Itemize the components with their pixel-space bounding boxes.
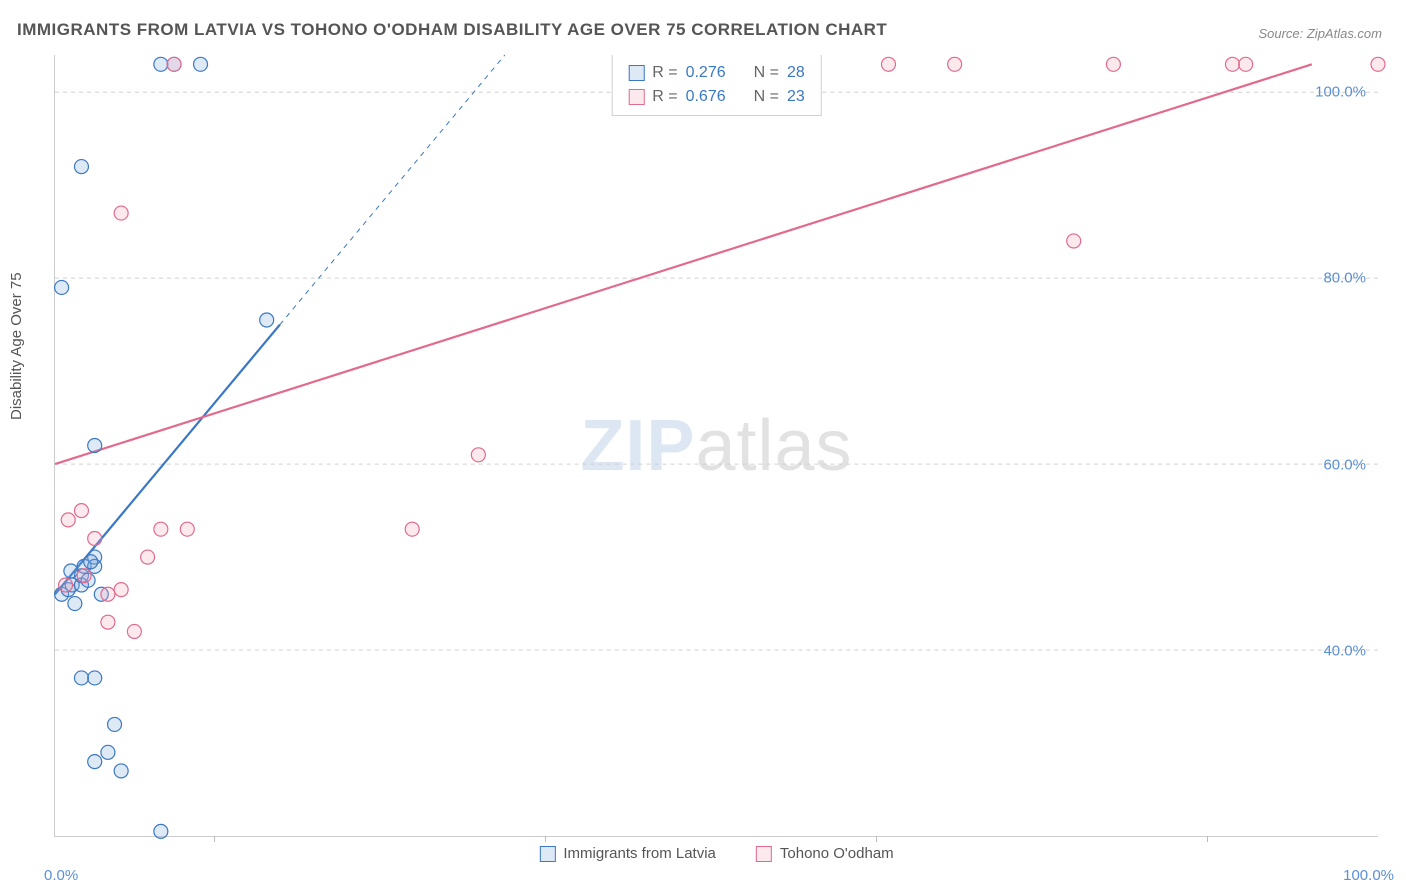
x-tick [545, 836, 546, 842]
legend-n-value: 28 [787, 64, 805, 82]
legend-r-label: R = [652, 88, 677, 106]
legend-stats-row-tohono: R = 0.676 N = 23 [628, 85, 805, 109]
data-point-latvia [88, 439, 102, 453]
x-axis-label-max: 100.0% [1343, 867, 1394, 884]
trend-line-tohono [55, 64, 1312, 464]
legend-series-label: Tohono O'odham [780, 845, 894, 862]
y-tick-label: 100.0% [1315, 84, 1366, 101]
legend-swatch [539, 846, 555, 862]
legend-n-label: N = [754, 88, 779, 106]
x-tick [1207, 836, 1208, 842]
data-point-latvia [88, 755, 102, 769]
data-point-tohono [167, 57, 181, 71]
legend-stats-row-latvia: R = 0.276 N = 28 [628, 61, 805, 85]
legend-r-value: 0.276 [686, 64, 726, 82]
data-point-tohono [154, 522, 168, 536]
data-point-latvia [194, 57, 208, 71]
data-point-tohono [59, 578, 73, 592]
plot-area: ZIPatlas R =0.276N =28R =0.676N =23 Immi… [54, 55, 1378, 837]
data-point-latvia [64, 564, 78, 578]
data-point-latvia [74, 671, 88, 685]
data-point-latvia [101, 745, 115, 759]
data-point-latvia [260, 313, 274, 327]
x-axis-label-min: 0.0% [44, 867, 78, 884]
data-point-tohono [141, 550, 155, 564]
data-point-latvia [88, 671, 102, 685]
data-point-tohono [1106, 57, 1120, 71]
legend-swatch [628, 65, 644, 81]
y-tick-label: 60.0% [1323, 456, 1366, 473]
legend-swatch [756, 846, 772, 862]
data-point-tohono [74, 504, 88, 518]
data-point-tohono [405, 522, 419, 536]
source-name: ZipAtlas.com [1307, 26, 1382, 41]
legend-stats: R = 0.276 N = 28 R = 0.676 N = 23 [611, 55, 822, 116]
legend-series: Immigrants from Latvia Tohono O'odham [539, 845, 893, 862]
data-point-tohono [114, 583, 128, 597]
trend-line-dashed-latvia [280, 55, 505, 325]
data-point-tohono [1239, 57, 1253, 71]
data-point-tohono [471, 448, 485, 462]
data-point-tohono [61, 513, 75, 527]
data-point-latvia [84, 555, 98, 569]
y-tick-label: 80.0% [1323, 270, 1366, 287]
data-point-tohono [948, 57, 962, 71]
legend-r-value: 0.676 [686, 88, 726, 106]
legend-series-item-tohono: Tohono O'odham [756, 845, 894, 862]
y-tick-label: 40.0% [1323, 642, 1366, 659]
legend-n-value: 23 [787, 88, 805, 106]
data-point-tohono [1067, 234, 1081, 248]
source-attribution: Source: ZipAtlas.com [1258, 26, 1382, 41]
data-point-tohono [77, 569, 91, 583]
legend-r-label: R = [652, 64, 677, 82]
data-point-latvia [154, 57, 168, 71]
source-prefix: Source: [1258, 26, 1306, 41]
data-point-latvia [74, 160, 88, 174]
legend-swatch [628, 89, 644, 105]
data-point-latvia [154, 824, 168, 838]
data-point-latvia [108, 717, 122, 731]
data-point-tohono [101, 615, 115, 629]
chart-title: IMMIGRANTS FROM LATVIA VS TOHONO O'ODHAM… [17, 20, 887, 40]
legend-series-item-latvia: Immigrants from Latvia [539, 845, 716, 862]
data-point-tohono [881, 57, 895, 71]
data-point-tohono [1371, 57, 1385, 71]
data-point-latvia [68, 597, 82, 611]
data-point-tohono [101, 587, 115, 601]
x-tick [214, 836, 215, 842]
data-point-tohono [1225, 57, 1239, 71]
x-tick [876, 836, 877, 842]
data-point-latvia [55, 280, 69, 294]
chart-svg [55, 55, 1378, 836]
legend-n-label: N = [754, 64, 779, 82]
data-point-latvia [114, 764, 128, 778]
data-point-tohono [114, 206, 128, 220]
data-point-tohono [180, 522, 194, 536]
data-point-tohono [127, 624, 141, 638]
legend-series-label: Immigrants from Latvia [563, 845, 716, 862]
y-axis-label: Disability Age Over 75 [8, 272, 25, 420]
data-point-tohono [88, 531, 102, 545]
